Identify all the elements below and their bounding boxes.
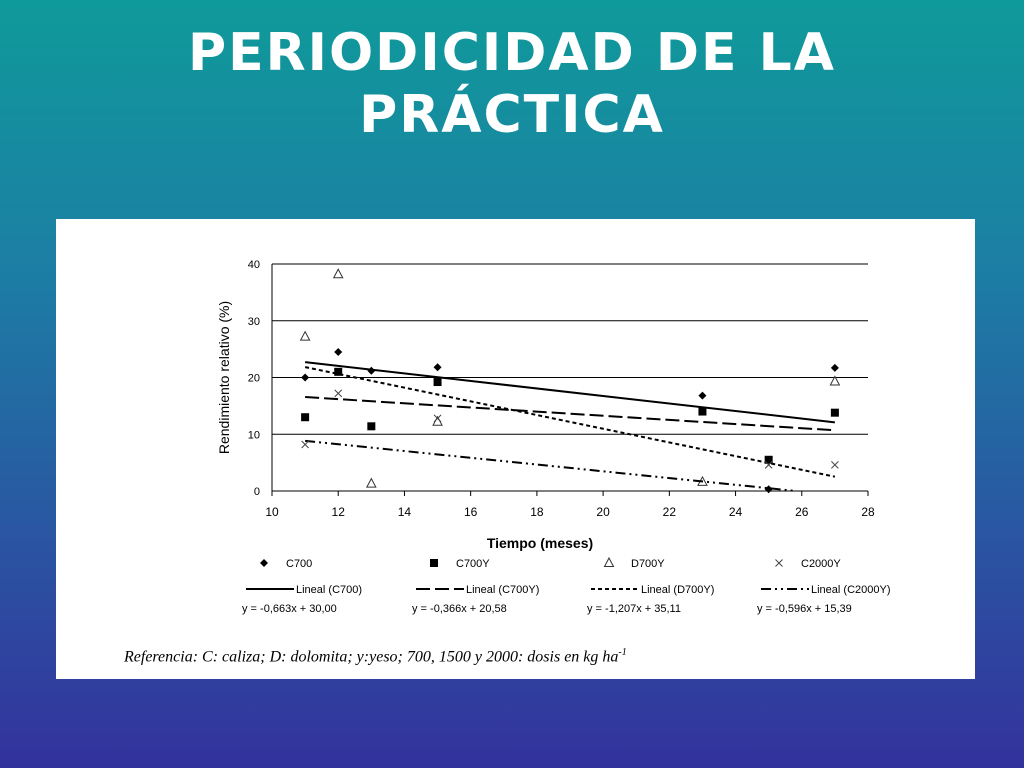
data-point-c700y <box>301 413 310 422</box>
y-tick-label: 0 <box>254 486 260 498</box>
trend-equation-c700y: y = -0,366x + 20,58 <box>412 603 507 615</box>
x-tick-label: 28 <box>861 505 875 519</box>
data-point-d700y <box>829 375 841 386</box>
data-point-c700 <box>433 363 442 372</box>
slide-title-line-1: PERIODICIDAD DE LA <box>187 23 837 83</box>
data-point-d700y <box>299 330 311 341</box>
data-point-c2000y <box>334 389 343 398</box>
data-point-c700y <box>433 378 442 387</box>
legend-trend-label-c2000y: Lineal (C2000Y) <box>811 584 891 596</box>
x-tick-label: 18 <box>530 505 544 519</box>
y-tick-label: 40 <box>248 259 260 271</box>
legend-label-d700y: D700Y <box>631 558 665 570</box>
reference-text: Referencia: C: caliza; D: dolomita; y:ye… <box>124 648 619 666</box>
y-tick-label: 10 <box>248 429 260 441</box>
x-tick-label: 10 <box>265 505 279 519</box>
data-point-c2000y <box>301 440 309 449</box>
trendline-c700 <box>304 361 836 424</box>
legend-marker-c2000y <box>775 559 783 567</box>
data-point-c700 <box>698 391 707 400</box>
figure-panel: 0 10 20 30 40 10 12 14 16 18 20 22 24 26 28 Tiempo (mes… <box>56 219 975 679</box>
x-tick-label: 12 <box>332 505 346 519</box>
legend-label-c700: C700 <box>286 558 312 570</box>
trend-equation-c700: y = -0,663x + 30,00 <box>242 603 337 615</box>
trendline-d700y <box>304 366 836 478</box>
data-point-c700y <box>334 367 343 376</box>
data-point-c700y <box>367 422 376 431</box>
data-point-c700 <box>830 363 839 372</box>
data-point-c700y <box>698 407 707 416</box>
data-point-d700y <box>366 477 377 488</box>
legend-label-c2000y: C2000Y <box>801 558 841 570</box>
trend-equation-d700y: y = -1,207x + 35,11 <box>587 603 681 615</box>
slide-title: PERIODICIDAD DE LA PRÁCTICA <box>0 22 1024 146</box>
trendline-c2000y <box>305 439 796 492</box>
trendline-c700y <box>305 396 835 432</box>
x-tick-label: 22 <box>663 505 677 519</box>
data-point-c700 <box>367 366 376 375</box>
legend-label-c700y: C700Y <box>456 558 490 570</box>
x-tick-label: 20 <box>596 505 610 519</box>
legend-marker-c700y <box>430 559 438 567</box>
x-tick-label: 16 <box>464 505 478 519</box>
y-tick-label: 20 <box>248 373 260 385</box>
trend-equation-c2000y: y = -0,596x + 15,39 <box>757 603 852 615</box>
x-tick-label: 26 <box>795 505 809 519</box>
legend-trend-label-c700y: Lineal (C700Y) <box>466 584 539 596</box>
y-tick-label: 30 <box>248 316 260 328</box>
data-point-c2000y <box>433 414 442 423</box>
data-point-c2000y <box>764 461 773 469</box>
data-point-c2000y <box>831 461 839 469</box>
reference-superscript: -1 <box>618 647 627 658</box>
y-axis-title: Rendimiento relativo (%) <box>216 301 232 454</box>
x-tick-label: 14 <box>398 505 412 519</box>
legend-trend-label-d700y: Lineal (D700Y) <box>641 584 714 596</box>
data-point-d700y <box>332 268 344 279</box>
legend-trend-label-c700: Lineal (C700) <box>296 584 362 596</box>
data-point-c700 <box>334 347 343 356</box>
legend-marker-d700y <box>603 556 615 567</box>
reference-note: Referencia: C: caliza; D: dolomita; y:ye… <box>124 647 627 666</box>
legend-marker-c700 <box>260 559 268 567</box>
trend-chart: 0 10 20 30 40 10 12 14 16 18 20 22 24 26 28 Tiempo (mes… <box>216 259 891 615</box>
x-tick-label: 24 <box>729 505 743 519</box>
data-point-c700y <box>830 408 839 417</box>
data-point-c700y <box>764 455 773 464</box>
data-point-c700 <box>301 373 310 382</box>
x-axis-title: Tiempo (meses) <box>487 535 593 551</box>
slide-title-line-2: PRÁCTICA <box>359 85 665 145</box>
